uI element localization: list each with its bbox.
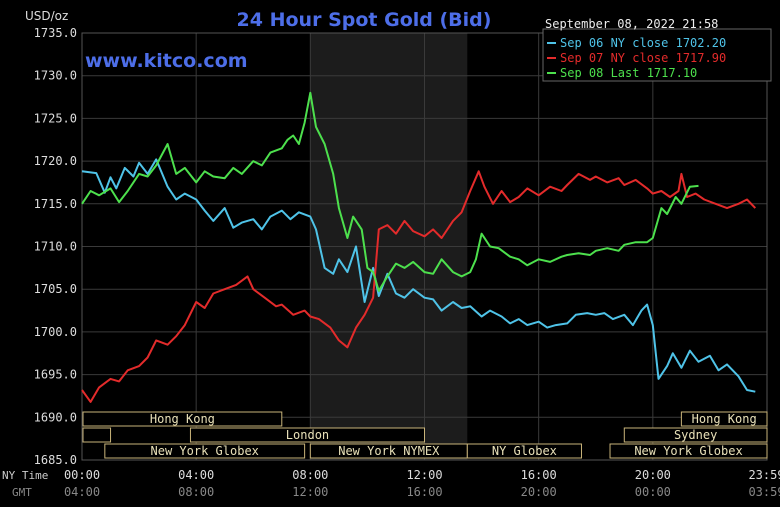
x-tick-label-gmt: 12:00 bbox=[292, 485, 328, 499]
legend-box bbox=[542, 28, 772, 82]
legend-entry: Sep 08 Last 1717.10 bbox=[560, 66, 697, 80]
legend-entry: Sep 06 NY close 1702.20 bbox=[560, 36, 726, 50]
x-tick-label-gmt: 04:00 bbox=[64, 485, 100, 499]
x-tick-label-ny: 23:59 bbox=[748, 468, 780, 482]
y-tick-label: 1710.0 bbox=[34, 240, 77, 254]
session-label: Hong Kong bbox=[692, 412, 757, 426]
x-axis-label-ny: NY Time bbox=[2, 469, 48, 482]
trading-sessions: Hong Kong Hong Kong London Sydney New York G… bbox=[82, 411, 768, 459]
x-axis-label-gmt: GMT bbox=[12, 486, 32, 499]
legend-timestamp: September 08, 2022 21:58 bbox=[545, 17, 718, 31]
x-tick-label-ny: 04:00 bbox=[178, 468, 214, 482]
session-bar bbox=[680, 411, 768, 427]
session-bar bbox=[609, 443, 768, 459]
y-tick-label: 1700.0 bbox=[34, 325, 77, 339]
x-tick-label-ny: 12:00 bbox=[406, 468, 442, 482]
y-tick-label: 1690.0 bbox=[34, 410, 77, 424]
x-tick-label-gmt: 16:00 bbox=[406, 485, 442, 499]
series-line bbox=[81, 170, 757, 403]
legend-entry: Sep 07 NY close 1717.90 bbox=[560, 51, 726, 65]
y-tick-label: 1695.0 bbox=[34, 368, 77, 382]
y-axis: 1735.0 1730.0 1725.0 1720.0 1715.0 1710.0 1705… bbox=[34, 26, 77, 467]
y-tick-label: 1720.0 bbox=[34, 154, 77, 168]
session-bar bbox=[82, 427, 112, 443]
x-tick-label-gmt: 00:00 bbox=[635, 485, 671, 499]
x-tick-label-ny: 16:00 bbox=[521, 468, 557, 482]
session-label: Sydney bbox=[674, 428, 717, 442]
chart-title: 24 Hour Spot Gold (Bid) bbox=[237, 9, 492, 31]
y-tick-label: 1715.0 bbox=[34, 197, 77, 211]
session-label: Hong Kong bbox=[150, 412, 215, 426]
x-axis: 00:00 04:00 04:00 08:00 08:00 12:00 12:00 16:00… bbox=[64, 468, 780, 499]
session-bar bbox=[104, 443, 306, 459]
y-tick-label: 1735.0 bbox=[34, 26, 77, 40]
y-tick-label: 1725.0 bbox=[34, 111, 77, 125]
x-tick-label-ny: 08:00 bbox=[292, 468, 328, 482]
series-lines bbox=[81, 91, 757, 403]
session-label: NY Globex bbox=[492, 444, 557, 458]
session-bar bbox=[189, 427, 425, 443]
x-tick-label-gmt: 08:00 bbox=[178, 485, 214, 499]
session-label: London bbox=[286, 428, 329, 442]
x-tick-label-ny: 00:00 bbox=[64, 468, 100, 482]
x-tick-label-gmt: 03:59 bbox=[748, 485, 780, 499]
y-tick-label: 1730.0 bbox=[34, 69, 77, 83]
x-tick-label-ny: 20:00 bbox=[635, 468, 671, 482]
y-tick-label: 1685.0 bbox=[34, 453, 77, 467]
y-tick-label: 1705.0 bbox=[34, 282, 77, 296]
watermark: www.kitco.com bbox=[85, 50, 248, 72]
session-label: New York Globex bbox=[634, 444, 742, 458]
session-label: New York Globex bbox=[151, 444, 259, 458]
session-label: New York NYMEX bbox=[338, 444, 440, 458]
session-bar bbox=[82, 411, 283, 427]
session-bar bbox=[466, 443, 582, 459]
x-tick-label-gmt: 20:00 bbox=[521, 485, 557, 499]
plot-frame bbox=[81, 32, 768, 461]
legend: September 08, 2022 21:58 Sep 06 NY close… bbox=[542, 17, 772, 82]
session-bar bbox=[623, 427, 768, 443]
series-line bbox=[81, 91, 699, 292]
series-line bbox=[81, 158, 756, 393]
y-axis-unit: USD/oz bbox=[25, 9, 68, 23]
